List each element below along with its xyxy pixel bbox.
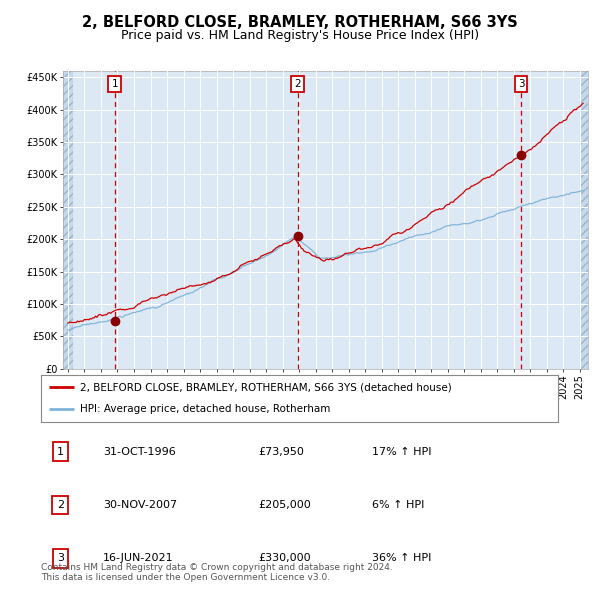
Text: £73,950: £73,950 [258,447,304,457]
Text: 30-NOV-2007: 30-NOV-2007 [103,500,177,510]
Text: Price paid vs. HM Land Registry's House Price Index (HPI): Price paid vs. HM Land Registry's House … [121,30,479,42]
Bar [63,71,73,369]
Text: 3: 3 [518,79,524,89]
Text: 1: 1 [112,79,118,89]
Text: £205,000: £205,000 [258,500,311,510]
Text: 36% ↑ HPI: 36% ↑ HPI [372,553,431,563]
Bar [580,71,588,369]
Text: 2: 2 [295,79,301,89]
Text: 6% ↑ HPI: 6% ↑ HPI [372,500,424,510]
Text: HPI: Average price, detached house, Rotherham: HPI: Average price, detached house, Roth… [80,404,330,414]
Bar [580,71,588,369]
Text: 2, BELFORD CLOSE, BRAMLEY, ROTHERHAM, S66 3YS: 2, BELFORD CLOSE, BRAMLEY, ROTHERHAM, S6… [82,15,518,30]
Text: 31-OCT-1996: 31-OCT-1996 [103,447,176,457]
Text: 2, BELFORD CLOSE, BRAMLEY, ROTHERHAM, S66 3YS (detached house): 2, BELFORD CLOSE, BRAMLEY, ROTHERHAM, S6… [80,382,451,392]
Text: 2: 2 [57,500,64,510]
Text: Contains HM Land Registry data © Crown copyright and database right 2024.
This d: Contains HM Land Registry data © Crown c… [41,563,392,582]
Text: 17% ↑ HPI: 17% ↑ HPI [372,447,431,457]
Text: 3: 3 [57,553,64,563]
Text: 16-JUN-2021: 16-JUN-2021 [103,553,173,563]
Text: £330,000: £330,000 [258,553,311,563]
Text: 1: 1 [57,447,64,457]
Bar [63,71,73,369]
